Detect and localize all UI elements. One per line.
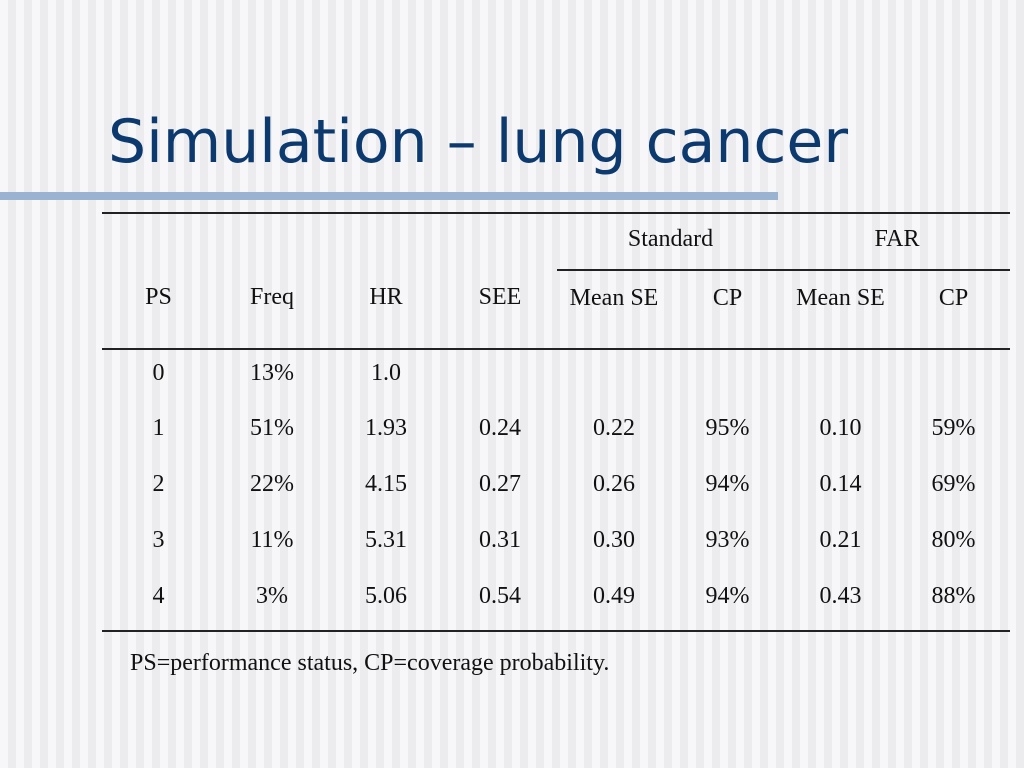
footnote: PS=performance status, CP=coverage proba… <box>130 650 610 676</box>
cell-far-mean-se: 0.10 <box>819 415 862 441</box>
cell-see: 0.31 <box>479 527 521 553</box>
cell-freq: 13% <box>250 360 294 386</box>
cell-standard-mean-se: 0.49 <box>557 573 671 632</box>
table-row: 2 22% 4.15 0.27 0.26 94% 0.14 69% <box>102 461 1010 517</box>
cell-see: 0.54 <box>443 573 557 632</box>
simulation-table: Standard FAR PS Freq HR SEE Mean SE CP M… <box>102 212 1010 632</box>
header-spacer <box>102 212 215 270</box>
column-header-freq: Freq <box>215 270 329 350</box>
cell-freq: 22% <box>250 471 294 497</box>
group-header-far: FAR <box>784 212 1010 271</box>
cell-far-cp: 69% <box>931 471 976 497</box>
cell-standard-mean-se <box>557 349 671 405</box>
cell-standard-cp: 94% <box>671 573 784 632</box>
cell-ps: 3 <box>152 527 165 553</box>
cell-see: 0.27 <box>479 471 521 497</box>
cell-see: 0.24 <box>479 415 521 441</box>
group-header-standard: Standard <box>557 212 784 271</box>
cell-freq: 11% <box>250 527 294 553</box>
header-spacer <box>215 212 329 270</box>
cell-ps: 1 <box>152 415 165 441</box>
cell-far-cp: 88% <box>897 573 1010 632</box>
title-underline <box>0 192 778 200</box>
cell-see <box>443 349 557 405</box>
column-header-see: SEE <box>443 270 557 350</box>
cell-standard-cp: 95% <box>705 415 750 441</box>
cell-far-cp: 80% <box>931 527 976 553</box>
column-header-far-mean-se: Mean SE <box>784 270 897 350</box>
cell-far-cp <box>897 349 1010 405</box>
table-row: 3 11% 5.31 0.31 0.30 93% 0.21 80% <box>102 517 1010 573</box>
table-row: 0 13% 1.0 <box>102 349 1010 405</box>
cell-standard-cp: 94% <box>705 471 750 497</box>
column-header-hr: HR <box>329 270 443 350</box>
cell-hr: 1.0 <box>371 360 401 386</box>
cell-hr: 5.06 <box>329 573 443 632</box>
table-row: 1 51% 1.93 0.24 0.22 95% 0.10 59% <box>102 405 1010 461</box>
column-header-standard-mean-se: Mean SE <box>557 270 671 350</box>
cell-freq: 51% <box>250 415 294 441</box>
cell-ps: 4 <box>102 573 215 632</box>
cell-far-cp: 59% <box>931 415 976 441</box>
table-row: 4 3% 5.06 0.54 0.49 94% 0.43 88% <box>102 573 1010 632</box>
cell-standard-cp <box>671 349 784 405</box>
cell-far-mean-se: 0.14 <box>819 471 862 497</box>
cell-hr: 4.15 <box>365 471 407 497</box>
cell-far-mean-se: 0.21 <box>819 527 862 553</box>
cell-standard-mean-se: 0.22 <box>593 415 635 441</box>
cell-far-mean-se: 0.43 <box>784 573 897 632</box>
column-header-far-cp: CP <box>897 270 1010 350</box>
cell-standard-mean-se: 0.26 <box>593 471 635 497</box>
column-header-standard-cp: CP <box>671 270 784 350</box>
cell-standard-cp: 93% <box>705 527 750 553</box>
cell-freq: 3% <box>215 573 329 632</box>
slide-title: Simulation – lung cancer <box>108 107 848 177</box>
cell-standard-mean-se: 0.30 <box>593 527 635 553</box>
cell-hr: 5.31 <box>365 527 407 553</box>
cell-ps: 2 <box>152 471 165 497</box>
cell-ps: 0 <box>152 360 165 386</box>
header-spacer <box>329 212 443 270</box>
header-spacer <box>443 212 557 270</box>
column-header-ps: PS <box>102 270 215 350</box>
cell-hr: 1.93 <box>365 415 407 441</box>
cell-far-mean-se <box>784 349 897 405</box>
